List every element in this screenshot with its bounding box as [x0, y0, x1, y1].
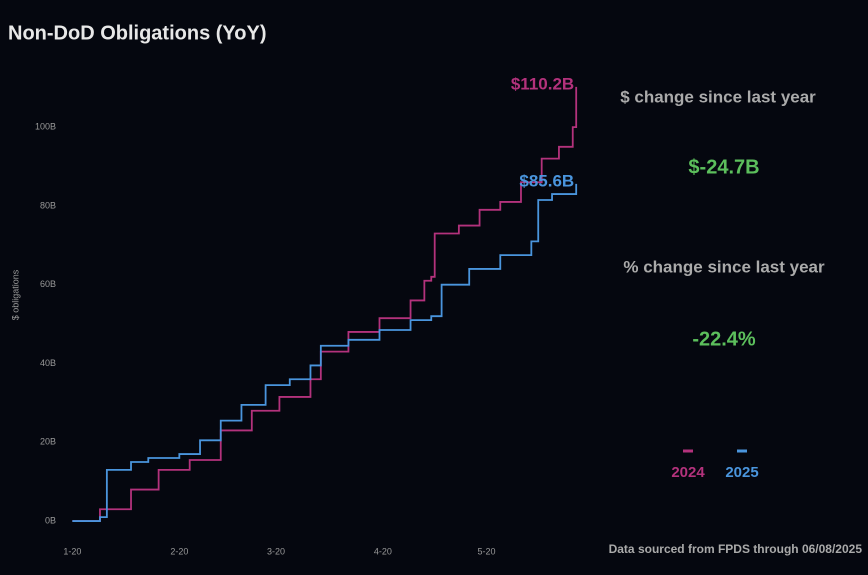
y-axis-label: $ obligations	[10, 269, 20, 320]
x-tick-label: 5-20	[477, 546, 495, 556]
x-tick-label: 1-20	[63, 546, 81, 556]
x-tick-label: 3-20	[267, 546, 285, 556]
legend-label: 2024	[671, 464, 705, 481]
y-tick-label: 40B	[40, 358, 56, 368]
y-tick-label: 0B	[45, 515, 56, 525]
legend-label: 2025	[725, 464, 758, 481]
series-line	[72, 86, 578, 522]
end-label: $85.6B	[519, 171, 574, 190]
pct-value: -22.4%	[692, 328, 756, 350]
dollar-label: $ change since last year	[620, 87, 816, 106]
y-tick-label: 60B	[40, 279, 56, 289]
y-tick-label: 20B	[40, 437, 56, 447]
dollar-value: $-24.7B	[688, 156, 759, 178]
pct-label: % change since last year	[623, 257, 825, 276]
x-tick-label: 2-20	[170, 546, 188, 556]
chart-title: Non-DoD Obligations (YoY)	[8, 22, 267, 44]
end-label: $110.2B	[511, 74, 574, 93]
y-tick-label: 100B	[35, 121, 56, 131]
y-tick-label: 80B	[40, 200, 56, 210]
x-tick-label: 4-20	[374, 546, 392, 556]
footer: Data sourced from FPDS through 06/08/202…	[609, 542, 863, 556]
series-line	[72, 183, 578, 522]
